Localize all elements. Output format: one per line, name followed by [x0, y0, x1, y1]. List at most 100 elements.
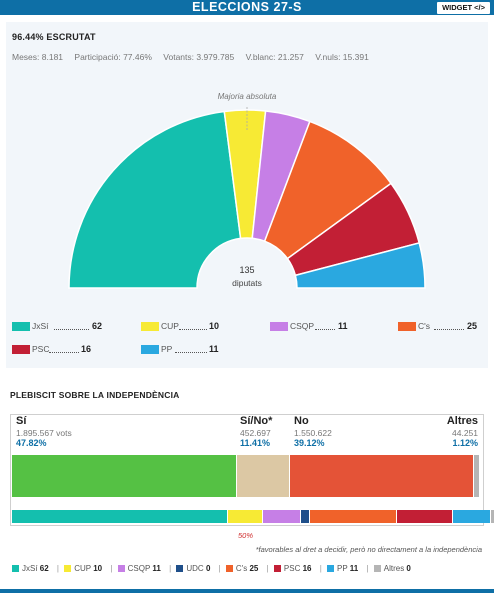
legend2-swatch [273, 565, 281, 572]
col-label: Sí [16, 415, 27, 427]
col-head-altres: Altres 44.251 1.12% [447, 415, 478, 448]
col-votes: 452.697 [240, 428, 271, 438]
legend-item-csqp: CSQP 11 [270, 321, 352, 333]
legend2-swatch [64, 565, 72, 572]
vote-bar-altres[interactable] [474, 455, 480, 497]
seat-bar-altres[interactable] [491, 510, 494, 523]
total-seats-label: diputats [232, 278, 262, 288]
seat-bar-cup[interactable] [227, 510, 262, 523]
legend-item-cup: CUP 10 [141, 321, 223, 333]
legend-seats: 25 [467, 321, 478, 331]
legend2-name: Altres [383, 564, 407, 573]
vote-bar-s[interactable] [12, 455, 237, 497]
plebiscit-title: PLEBISCIT SOBRE LA INDEPENDÈNCIA [10, 390, 180, 400]
col-votes: 1.550.622 [294, 428, 332, 438]
legend-name: JxSí [32, 321, 49, 331]
col-head-sino: Sí/No* 452.697 11.41% [240, 415, 272, 448]
col-pct: 39.12% [294, 438, 325, 448]
col-label: No [294, 415, 309, 427]
seat-bar-pp[interactable] [452, 510, 490, 523]
legend2-seats: 16 [302, 564, 312, 573]
legend2-name: UDC [186, 564, 206, 573]
stat-votants: Votants: 3.979.785 [163, 52, 235, 62]
page-title: ELECCIONS 27-S [192, 0, 302, 14]
legend2-swatch [12, 565, 19, 572]
legend2-separator: | [108, 564, 115, 573]
legend2-separator: | [216, 564, 223, 573]
legend-name: PSC [32, 344, 50, 354]
hemicycle-segment-jxs[interactable] [68, 110, 242, 289]
legend2-item-cup: CUP 10 [64, 564, 102, 573]
majority-label: Majoria absoluta [218, 92, 277, 101]
hemicycle-segment-cs[interactable] [263, 120, 393, 260]
seat-bar-jxs[interactable] [12, 510, 227, 523]
legend2-swatch [176, 565, 184, 572]
seats-hemicycle: Majoria absoluta 135 diputats [68, 92, 426, 289]
col-label: Sí/No* [240, 415, 273, 427]
seat-bar-csqp[interactable] [262, 510, 300, 523]
legend2-item-cs: C's 25 [225, 564, 258, 573]
swatch-jxsi [12, 322, 30, 331]
escrutat-label: 96.44% ESCRUTAT [12, 32, 96, 42]
col-label: Altres [446, 415, 478, 427]
legend-item-cs: C's 25 [398, 321, 480, 333]
vote-bar-sno[interactable] [236, 455, 291, 497]
seat-bar-psc[interactable] [397, 510, 452, 523]
legend2-swatch [117, 565, 125, 572]
legend2-separator: | [54, 564, 62, 573]
stat-participacio: Participació: 77.46% [74, 52, 152, 62]
bottom-rule [0, 589, 494, 593]
legend-item-pp: PP 11 [141, 344, 223, 356]
total-seats: 135 [239, 265, 254, 275]
legend-seats: 11 [209, 344, 219, 354]
legend2-seats: 10 [93, 564, 103, 573]
swatch-csqp [270, 322, 288, 331]
hemicycle-segment-pp[interactable] [294, 242, 426, 289]
plebiscit-legend: JxSí 62 | CUP 10 | CSQP 11 | UDC 0 | C's… [12, 564, 487, 576]
legend2-item-psc: PSC 16 [273, 564, 312, 573]
header-bar: ELECCIONS 27-S WIDGET </> [0, 0, 494, 15]
legend2-separator: | [264, 564, 271, 573]
swatch-cup [141, 322, 159, 331]
legend-seats: 11 [338, 321, 348, 331]
legend2-item-udc: UDC 0 [176, 564, 210, 573]
col-votes: 44.251 [452, 428, 478, 438]
legend-item-jxsi: JxSí 62 [12, 321, 102, 333]
legend2-item-csqp: CSQP 11 [117, 564, 161, 573]
legend-name: CSQP [290, 321, 315, 331]
fifty-percent-label: 50% [238, 531, 254, 540]
seat-bar-udc[interactable] [300, 510, 309, 523]
col-votes: 1.895.567 vots [16, 428, 72, 438]
swatch-cs [398, 322, 416, 331]
swatch-pp [141, 345, 159, 354]
legend2-swatch [225, 565, 233, 572]
legend-name: CUP [161, 321, 179, 331]
col-head-si: Sí 1.895.567 vots 47.82% [16, 415, 72, 448]
votes-share-bar [12, 455, 482, 497]
widget-button[interactable]: WIDGET </> [437, 2, 490, 14]
legend-item-psc: PSC 16 [12, 344, 94, 356]
legend2-swatch [327, 565, 334, 572]
legend-seats: 16 [81, 344, 92, 354]
legend2-item-altres: Altres 0 [373, 564, 411, 573]
stat-meses: Meses: 8.181 [12, 52, 64, 62]
legend2-item-jxs: JxSí 62 [12, 564, 49, 573]
legend2-separator: | [364, 564, 371, 573]
col-pct: 11.41% [240, 438, 271, 448]
legend2-name: JxSí [22, 564, 40, 573]
seat-bar-cs[interactable] [309, 510, 396, 523]
legend2-name: C's [235, 564, 250, 573]
legend2-swatch [373, 565, 381, 572]
legend-seats: 62 [92, 321, 103, 331]
legend2-separator: | [166, 564, 174, 573]
col-pct: 47.82% [16, 438, 47, 448]
legend2-seats: 11 [349, 564, 359, 573]
legend2-name: PSC [283, 564, 303, 573]
legend2-seats: 0 [406, 564, 411, 573]
legend2-seats: 0 [205, 564, 211, 573]
legend-name: PP [161, 344, 173, 354]
vote-bar-no[interactable] [290, 455, 475, 497]
legend2-name: CUP [74, 564, 94, 573]
col-pct: 1.12% [452, 438, 478, 448]
legend-seats: 10 [209, 321, 220, 331]
